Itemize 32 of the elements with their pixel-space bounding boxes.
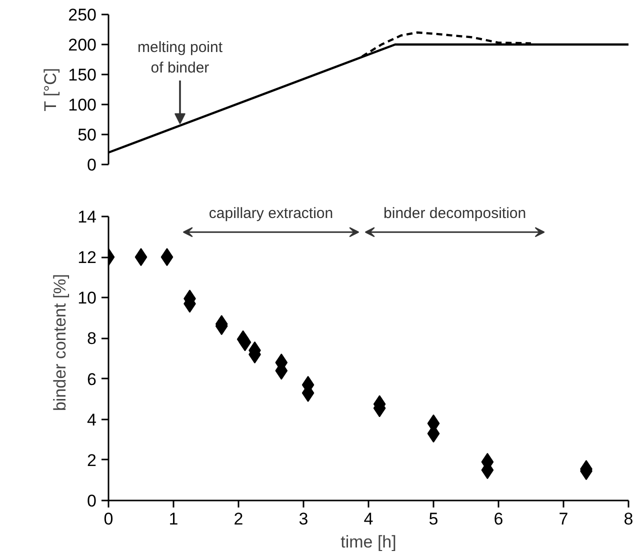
annotation: melting point of binder [137,38,224,76]
y-tick-label: 14 [78,208,97,226]
y-axis-title: binder content [%] [50,274,70,412]
y-tick-label: 6 [87,370,97,389]
x-tick-label: 6 [494,510,504,528]
annotation: capillary extraction [208,205,334,222]
x-tick-label: 8 [624,510,634,528]
y-tick-label: 0 [87,156,97,174]
annotation: binder decomposition [384,205,526,222]
x-tick-label: 7 [558,510,568,528]
y-tick-label: 0 [87,492,97,510]
x-tick-label: 4 [364,510,374,528]
y-tick-label: 150 [68,66,97,84]
y-tick-label: 8 [87,329,97,348]
x-tick-label: 2 [234,510,244,528]
x-tick-label: 0 [104,510,114,528]
y-axis-title: T [°C] [41,68,60,112]
x-tick-label: 5 [428,510,438,528]
y-tick-label: 2 [87,450,97,470]
y-tick-label: 10 [78,288,97,308]
y-tick-label: 12 [78,248,97,268]
point [238,333,252,352]
y-tick-label: 250 [68,6,97,24]
x-tick-label: 1 [168,510,178,528]
x-axis-title: time [h] [340,532,396,552]
x-tick-label: 3 [298,510,308,528]
point [134,248,148,266]
y-tick-label: 4 [87,410,97,430]
y-tick-label: 100 [68,96,97,114]
y-tick-label: 200 [68,36,97,54]
y-tick-label: 50 [78,126,97,144]
point [160,248,174,266]
